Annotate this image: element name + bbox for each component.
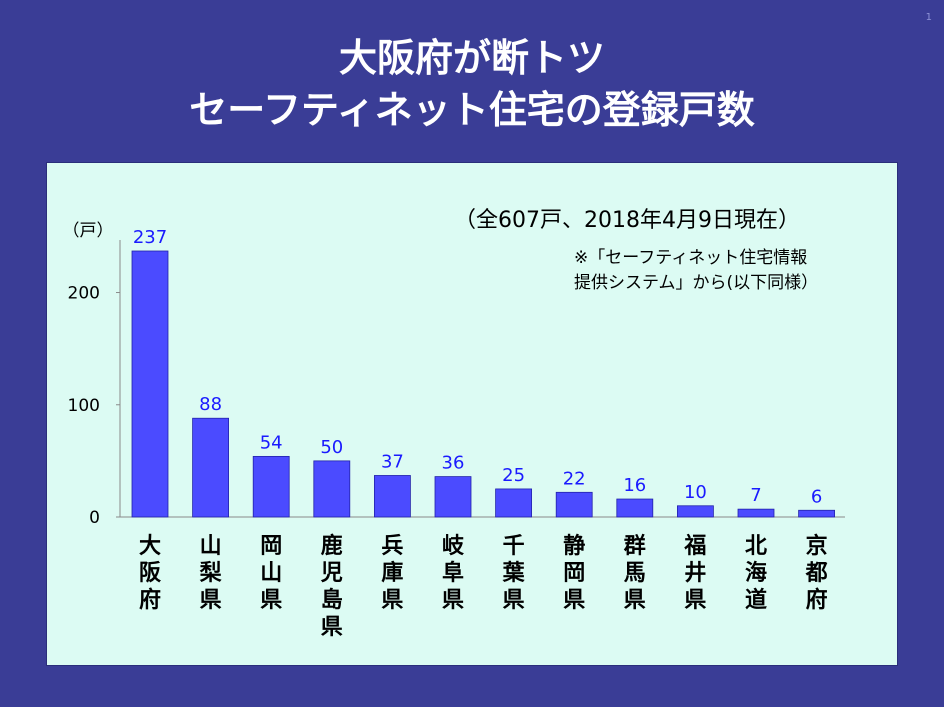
bar-value-label: 237 [133,227,167,248]
category-label-char: 都 [805,561,828,586]
category-label-char: 道 [745,587,767,613]
bar [252,455,290,518]
bar-value-label: 36 [442,453,465,474]
chart-note-total: （全607戸、2018年4月9日現在） [454,208,800,233]
source-line-1: ※「セーフティネット住宅情報 [574,248,808,268]
category-label-char: 千 [503,534,525,559]
bar-value-label: 6 [811,486,822,507]
bar-value-label: 54 [260,432,283,453]
category-label-char: 兵 [381,534,403,559]
bar-value-label: 16 [623,475,646,496]
slide-number: 1 [925,12,932,23]
category-label-char: 県 [442,588,464,613]
bar [313,460,351,518]
category-label-char: 葉 [502,561,526,586]
category-label-char: 北 [745,534,767,559]
category-label-char: 馬 [624,561,646,586]
category-label-char: 山 [260,561,282,586]
bar [616,498,654,518]
category-label-char: 阪 [139,561,161,586]
category-label-char: 庫 [381,560,403,586]
y-tick-label: 200 [68,284,100,304]
category-label-char: 海 [745,560,767,586]
title-line-1: 大阪府が断トツ [338,36,605,80]
category-label-char: 阜 [442,560,464,586]
bar-value-label: 22 [563,468,586,489]
category-label-char: 山 [200,534,222,559]
category-label-char: 県 [200,588,222,613]
category-label-char: 府 [806,587,828,613]
category-label-char: 県 [381,588,403,613]
bar-value-label: 10 [684,482,707,503]
chart-note-source: ※「セーフティネット住宅情報 提供システム」から(以下同様） [574,246,818,296]
category-label-char: 県 [503,588,525,613]
category-label-char: 群 [624,533,646,559]
category-label-char: 大 [139,534,161,559]
category-label-char: 県 [321,615,343,640]
bar [677,505,714,518]
category-label-char: 井 [684,561,706,586]
category-label-char: 府 [139,587,161,613]
category-label-char: 県 [624,588,646,613]
category-label-char: 岡 [260,534,282,559]
title-line-2: セーフティネット住宅の登録戸数 [189,88,755,132]
category-label-char: 児 [320,561,343,586]
bar [495,488,533,518]
category-label-char: 島 [321,587,343,613]
bar [373,475,411,518]
category-label-char: 福 [683,534,706,559]
category-label-char: 岡 [563,561,585,586]
category-label-char: 県 [563,588,585,613]
category-label-char: 県 [684,588,706,613]
slide-title: 大阪府が断トツ セーフティネット住宅の登録戸数 [0,32,944,136]
category-label-char: 京 [806,533,828,559]
category-label-char: 岐 [442,534,465,559]
bar-value-label: 88 [199,394,222,415]
bar [192,417,230,518]
bar [737,508,775,518]
y-tick-label: 100 [68,396,100,416]
category-label-char: 県 [260,588,282,613]
bar-value-label: 37 [381,451,404,472]
category-label-char: 梨 [200,561,222,586]
chart-panel [46,162,898,666]
bar [798,509,835,518]
bar [555,491,593,518]
bar-value-label: 7 [750,485,761,506]
y-axis-unit-label: （戸） [63,221,114,241]
bar-value-label: 25 [502,465,525,486]
category-label-char: 静 [563,533,585,559]
y-tick-label: 0 [89,508,100,528]
bar [131,250,169,518]
source-line-2: 提供システム」から(以下同様） [574,273,819,293]
bar [434,476,472,518]
bar-value-label: 50 [320,437,343,458]
category-label-char: 鹿 [321,533,343,559]
